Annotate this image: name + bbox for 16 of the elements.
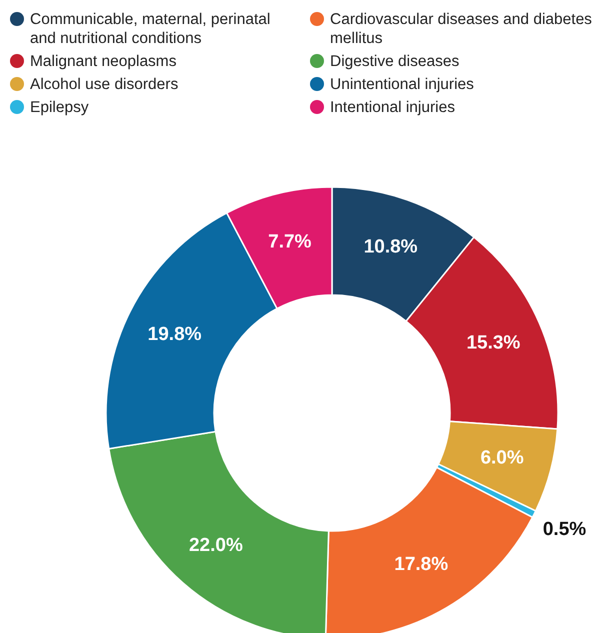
legend-label: Alcohol use disorders [30, 75, 178, 94]
data-label: 7.7% [268, 232, 312, 253]
legend-label: Epilepsy [30, 98, 89, 117]
data-label: 6.0% [480, 448, 524, 469]
data-label: 10.8% [364, 236, 418, 258]
legend-label: Digestive diseases [330, 52, 460, 71]
legend-label: Malignant neoplasms [30, 52, 176, 71]
legend-label: Unintentional injuries [330, 75, 474, 94]
data-label: 22.0% [188, 534, 243, 556]
legend-label: Intentional injuries [330, 98, 455, 117]
data-label: 15.3% [466, 332, 520, 354]
data-label: 0.5% [542, 518, 586, 540]
data-label: 19.8% [148, 324, 202, 345]
legend-label: Communicable, maternal, perinatal and nutritional conditions [30, 10, 272, 48]
data-label: 17.8% [394, 554, 448, 576]
legend-label: Cardiovascular diseases and diabetes mellitus [330, 10, 593, 48]
